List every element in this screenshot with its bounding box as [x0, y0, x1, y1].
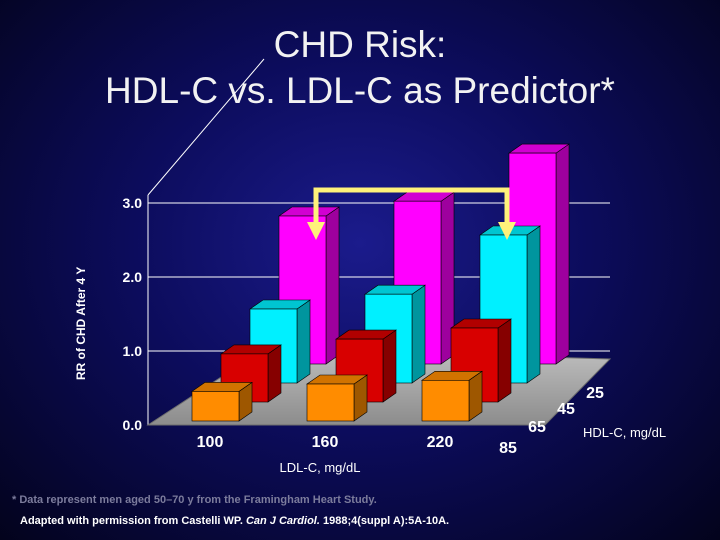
bar [421, 370, 483, 422]
y-tick-label: 0.0 [123, 417, 143, 433]
source-citation: Adapted with permission from Castelli WP… [20, 515, 449, 527]
y-axis-label: RR of CHD After 4 Y [74, 266, 88, 380]
y-tick-label: 2.0 [123, 269, 143, 285]
footnote: * Data represent men aged 50–70 y from t… [12, 494, 377, 506]
bar-side [411, 284, 426, 384]
title-line-1: CHD Risk: [273, 24, 447, 65]
arrow-head-left [307, 222, 325, 240]
comparison-arrow [307, 187, 516, 240]
y-tick-label: 3.0 [123, 195, 143, 211]
bar-front [191, 391, 240, 422]
y-tick-label: 1.0 [123, 343, 143, 359]
bar [191, 381, 253, 422]
title-line-2: HDL-C vs. LDL-C as Predictor* [105, 70, 615, 111]
wall-edge [147, 58, 265, 196]
depth-tick-label: 25 [586, 385, 604, 402]
x-axis-label: LDL-C, mg/dL [280, 460, 361, 475]
depth-axis-label: HDL-C, mg/dL [583, 425, 666, 440]
bar-front [306, 383, 355, 422]
bar [306, 374, 368, 422]
source-suffix: 1988;4(suppl A):5A-10A. [319, 515, 450, 527]
x-tick-label: 100 [197, 434, 224, 451]
depth-tick-label: 65 [528, 419, 546, 436]
x-tick-label: 160 [312, 434, 339, 451]
source-prefix: Adapted with permission from Castelli WP… [20, 515, 246, 527]
depth-tick-label: 85 [499, 440, 517, 457]
x-tick-label: 220 [427, 434, 454, 451]
bar-side [267, 344, 282, 403]
bar-side [382, 329, 397, 403]
arrow-head-right [498, 222, 516, 240]
source-journal: Can J Cardiol. [245, 515, 320, 527]
chart-title: CHD Risk: HDL-C vs. LDL-C as Predictor* [0, 22, 720, 114]
bar-side [555, 143, 570, 365]
bar-side [296, 299, 311, 384]
depth-tick-label: 45 [557, 401, 575, 418]
arrow-bracket [313, 187, 510, 222]
bar-side [526, 225, 541, 384]
bar-side [497, 318, 512, 403]
bar-front [421, 379, 470, 422]
